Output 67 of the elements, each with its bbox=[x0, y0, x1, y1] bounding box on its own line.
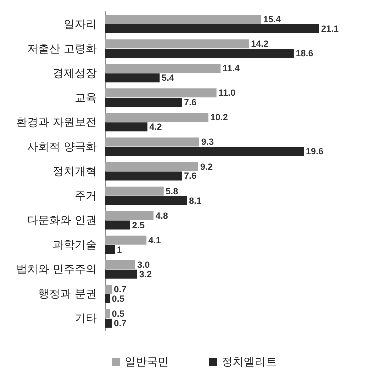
bar bbox=[105, 64, 221, 74]
y-tick-label: 주거 bbox=[75, 190, 97, 203]
y-tick-label: 행정과 분권 bbox=[38, 288, 97, 301]
bar bbox=[105, 236, 147, 245]
bar bbox=[105, 138, 200, 147]
data-label: 1 bbox=[117, 244, 122, 255]
y-tick-label: 법치와 민주주의 bbox=[16, 263, 97, 276]
y-tick-label: 정치개혁 bbox=[53, 165, 97, 178]
bar bbox=[105, 98, 182, 108]
data-label: 5.4 bbox=[162, 73, 174, 84]
data-label: 9.3 bbox=[201, 137, 214, 148]
y-tick-label: 기타 bbox=[75, 312, 97, 326]
data-label: 5.8 bbox=[166, 186, 178, 196]
data-label: 9.2 bbox=[200, 162, 213, 172]
data-label: 0.5 bbox=[112, 309, 125, 320]
data-label: 11.4 bbox=[222, 64, 240, 74]
data-label: 4.8 bbox=[156, 210, 168, 221]
data-label: 19.6 bbox=[306, 146, 324, 157]
y-tick-label: 저출산 고령화 bbox=[28, 42, 97, 56]
data-label: 0.7 bbox=[114, 318, 127, 328]
bar bbox=[105, 318, 112, 328]
y-tick-label: 다문화와 인권 bbox=[28, 214, 97, 228]
data-label: 18.6 bbox=[296, 48, 314, 59]
data-label: 8.1 bbox=[189, 196, 202, 206]
data-label: 4.2 bbox=[150, 122, 162, 132]
data-label: 0.7 bbox=[114, 284, 127, 294]
bar bbox=[105, 74, 160, 83]
bar bbox=[105, 24, 320, 34]
bar bbox=[105, 15, 262, 24]
data-label: 3.0 bbox=[137, 260, 150, 270]
bar bbox=[105, 122, 148, 132]
bar bbox=[105, 260, 136, 270]
y-tick-label: 사회적 양극화 bbox=[28, 140, 97, 154]
data-label: 10.2 bbox=[210, 112, 228, 123]
bar bbox=[105, 49, 294, 58]
y-tick-label: 일자리 bbox=[64, 18, 97, 31]
bar bbox=[105, 147, 304, 156]
bar bbox=[105, 245, 116, 254]
data-label: 7.6 bbox=[184, 171, 197, 182]
data-label: 4.1 bbox=[148, 235, 162, 246]
bar bbox=[105, 88, 217, 98]
bar bbox=[105, 196, 188, 206]
data-label: 21.1 bbox=[321, 24, 339, 34]
bar bbox=[105, 113, 209, 122]
bar bbox=[105, 40, 250, 49]
data-label: 0.5 bbox=[112, 294, 125, 304]
bar bbox=[105, 211, 154, 220]
bar bbox=[105, 284, 112, 294]
bar bbox=[105, 270, 138, 279]
y-tick-label: 환경과 자원보전 bbox=[16, 116, 97, 129]
bar bbox=[105, 186, 164, 196]
legend-label: 정치엘리트 bbox=[222, 356, 277, 368]
data-label: 2.5 bbox=[132, 220, 145, 230]
data-label: 11.0 bbox=[218, 88, 236, 98]
bar bbox=[105, 294, 110, 304]
bar bbox=[105, 162, 198, 172]
y-tick-label: 과학기술 bbox=[53, 238, 97, 252]
y-tick-label: 경제성장 bbox=[53, 66, 97, 80]
bar bbox=[105, 172, 182, 181]
data-label: 15.4 bbox=[263, 14, 281, 25]
data-label: 7.6 bbox=[184, 98, 197, 108]
legend-label: 일반국민 bbox=[125, 356, 169, 368]
bar bbox=[105, 220, 130, 230]
data-label: 3.2 bbox=[140, 269, 152, 280]
y-tick-label: 교육 bbox=[75, 91, 97, 104]
bar bbox=[105, 310, 110, 319]
data-label: 14.2 bbox=[251, 39, 269, 50]
